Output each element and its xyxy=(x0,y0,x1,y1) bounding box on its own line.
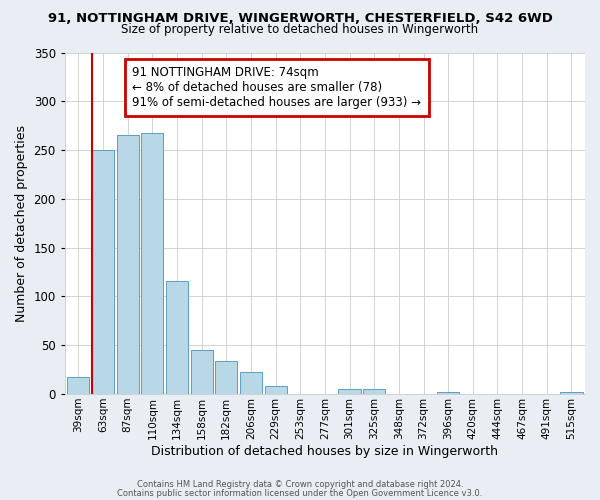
Bar xyxy=(191,350,213,394)
Bar xyxy=(560,392,583,394)
Text: 91, NOTTINGHAM DRIVE, WINGERWORTH, CHESTERFIELD, S42 6WD: 91, NOTTINGHAM DRIVE, WINGERWORTH, CHEST… xyxy=(47,12,553,26)
Bar xyxy=(265,386,287,394)
Bar xyxy=(363,389,385,394)
Y-axis label: Number of detached properties: Number of detached properties xyxy=(15,125,28,322)
Text: Contains HM Land Registry data © Crown copyright and database right 2024.: Contains HM Land Registry data © Crown c… xyxy=(137,480,463,489)
Bar xyxy=(67,378,89,394)
Bar xyxy=(166,281,188,394)
Text: Contains public sector information licensed under the Open Government Licence v3: Contains public sector information licen… xyxy=(118,488,482,498)
Bar xyxy=(215,361,238,394)
Bar xyxy=(437,392,459,394)
Bar xyxy=(92,150,114,394)
Bar xyxy=(240,372,262,394)
Text: Size of property relative to detached houses in Wingerworth: Size of property relative to detached ho… xyxy=(121,22,479,36)
Bar xyxy=(338,389,361,394)
Text: 91 NOTTINGHAM DRIVE: 74sqm
← 8% of detached houses are smaller (78)
91% of semi-: 91 NOTTINGHAM DRIVE: 74sqm ← 8% of detac… xyxy=(133,66,421,109)
Bar xyxy=(116,136,139,394)
X-axis label: Distribution of detached houses by size in Wingerworth: Distribution of detached houses by size … xyxy=(151,444,499,458)
Bar xyxy=(141,134,163,394)
